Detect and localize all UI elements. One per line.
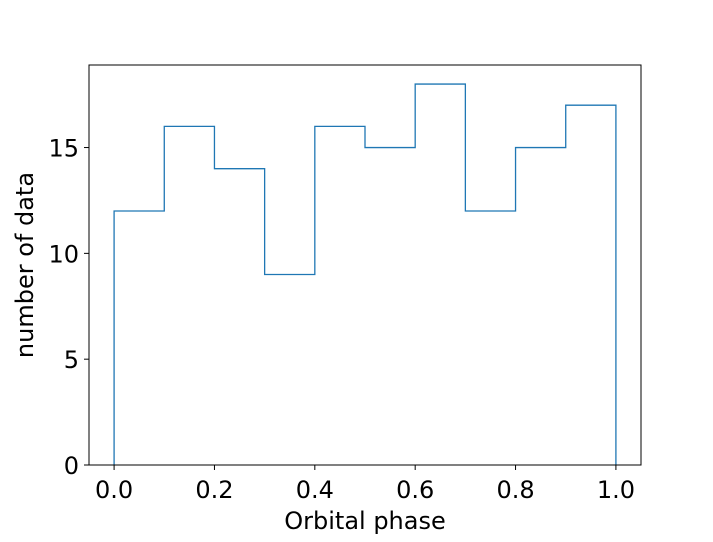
plot-area — [113, 83, 617, 465]
y-tick-label: 0 — [64, 452, 79, 480]
x-tick-label: 0.6 — [396, 476, 434, 504]
y-tick-label: 10 — [48, 240, 79, 268]
x-axis-ticks: 0.0 0.2 0.4 0.6 0.8 1.0 — [95, 465, 635, 504]
y-axis-label: number of data — [11, 172, 39, 358]
x-tick-label: 0.0 — [95, 476, 133, 504]
x-tick-label: 1.0 — [597, 476, 635, 504]
x-axis-label: Orbital phase — [284, 507, 446, 535]
histogram-outline — [113, 83, 617, 465]
y-tick-label: 15 — [48, 135, 79, 163]
x-tick-label: 0.8 — [496, 476, 534, 504]
axes-frame — [88, 64, 642, 466]
y-tick-label: 5 — [64, 346, 79, 374]
x-tick-label: 0.4 — [296, 476, 334, 504]
x-tick-label: 0.2 — [195, 476, 233, 504]
y-axis-ticks: 0 5 10 15 — [48, 135, 89, 480]
